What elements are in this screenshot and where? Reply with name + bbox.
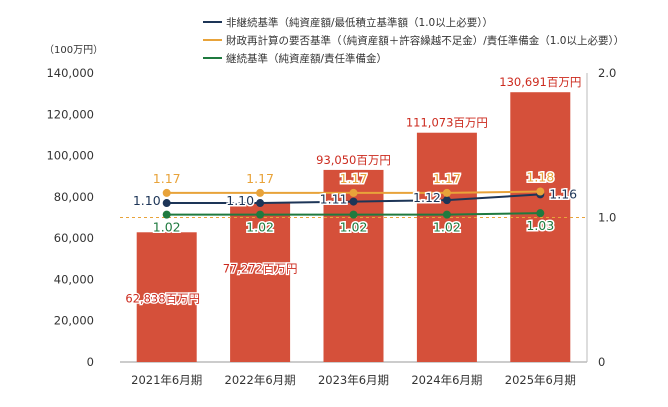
legend-label-3: 継続基準（純資産額/責任準備金）: [226, 52, 387, 65]
series-point-1: [442, 196, 451, 205]
line-series-group: [162, 187, 545, 219]
bar-value-labels: 62,838百万円 77,272百万円 93,050百万円 111,073百万円 130…: [124, 74, 583, 307]
series-point-2: [536, 187, 545, 196]
x-tick-label: 2022年6月期: [225, 373, 296, 387]
series-point-2: [162, 188, 171, 197]
legend: 非継続基準（純資産額/最低積立基準額（1.0以上必要）） 財政再計算の要否基準（（…: [203, 16, 624, 65]
series-point-3: [162, 210, 171, 219]
series-value-label-3: 1.03: [526, 218, 554, 233]
series-point-3: [256, 210, 265, 219]
left-axis: 0 20,000 40,000 60,000 80,000 100,000 120,000 1…: [46, 66, 94, 369]
left-tick-label: 20,000: [54, 314, 94, 328]
left-tick-label: 0: [87, 355, 94, 369]
bar-value-label: 111,073百万円: [406, 116, 488, 130]
bar: [230, 202, 291, 362]
series-value-label-2: 1.18: [526, 169, 554, 184]
series-value-label-1: 1.12: [413, 190, 441, 205]
bar: [136, 232, 197, 362]
x-tick-label: 2025年6月期: [505, 373, 576, 387]
line-value-labels: 1.10 1.10 1.11 1.12 1.16 1.17 1.17 1.17 1.17 1.18…: [131, 168, 578, 236]
series-value-label-2: 1.17: [153, 171, 181, 186]
right-tick-label: 0: [598, 355, 605, 369]
series-point-3: [536, 209, 545, 218]
bar: [510, 92, 571, 363]
series-point-2: [442, 188, 451, 197]
bar-value-label: 62,838百万円: [125, 291, 200, 305]
series-value-label-2: 1.17: [340, 171, 368, 186]
bar-value-label: 77,272百万円: [223, 261, 298, 275]
bar-value-label: 93,050百万円: [316, 153, 391, 167]
series-value-label-2: 1.17: [433, 171, 461, 186]
legend-label-1: 非継続基準（純資産額/最低積立基準額（1.0以上必要））: [226, 16, 493, 29]
series-value-label-3: 1.02: [153, 220, 181, 235]
series-point-1: [162, 199, 171, 208]
x-tick-label: 2024年6月期: [411, 373, 482, 387]
legend-label-2: 財政再計算の要否基準（（純資産額＋許容繰越不足金）/責任準備金（1.0以上必要）…: [226, 34, 624, 47]
series-value-label-1: 1.10: [226, 193, 254, 208]
series-point-1: [256, 199, 265, 208]
left-tick-label: 40,000: [54, 272, 94, 286]
bar-value-label: 130,691百万円: [499, 75, 581, 89]
x-axis: 2021年6月期 2022年6月期 2023年6月期 2024年6月期 2025年6月期: [131, 373, 576, 387]
y-axis-unit-label: （100万円）: [44, 44, 103, 56]
series-point-3: [442, 210, 451, 219]
series-value-label-1: 1.16: [549, 186, 577, 201]
right-tick-label: 2.0: [598, 66, 616, 80]
series-value-label-3: 1.02: [246, 220, 274, 235]
x-tick-label: 2021年6月期: [131, 373, 202, 387]
right-axis: 0 1.0 2.0: [598, 66, 616, 369]
series-point-2: [349, 188, 358, 197]
series-point-2: [256, 188, 265, 197]
series-point-1: [349, 197, 358, 206]
left-tick-label: 100,000: [46, 149, 94, 163]
left-tick-label: 140,000: [46, 66, 94, 80]
series-point-3: [349, 210, 358, 219]
left-tick-label: 80,000: [54, 190, 94, 204]
series-value-label-1: 1.10: [133, 193, 161, 208]
left-tick-label: 120,000: [46, 107, 94, 121]
x-tick-label: 2023年6月期: [318, 373, 389, 387]
left-tick-label: 60,000: [54, 231, 94, 245]
series-value-label-1: 1.11: [320, 192, 348, 207]
series-value-label-2: 1.17: [246, 171, 274, 186]
series-value-label-3: 1.02: [340, 220, 368, 235]
bar: [416, 132, 477, 362]
right-tick-label: 1.0: [598, 211, 616, 225]
series-value-label-3: 1.02: [433, 220, 461, 235]
